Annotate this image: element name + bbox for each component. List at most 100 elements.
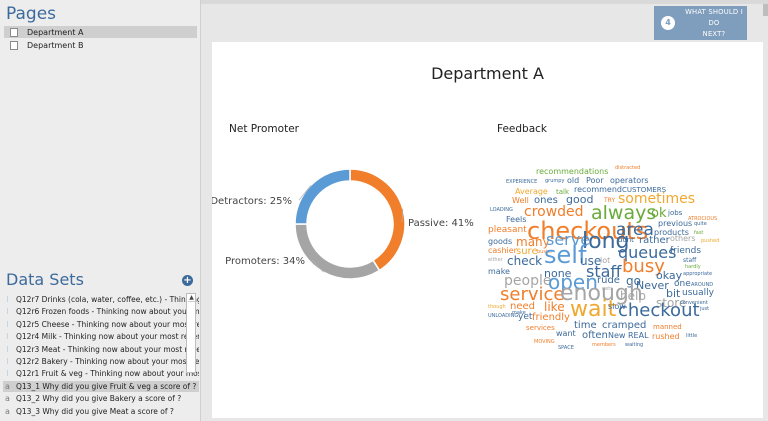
word-cloud-term: open (548, 270, 598, 294)
word-cloud-term: pushed (701, 238, 720, 244)
word-cloud-term: lot (600, 256, 611, 265)
word-cloud-term: dont (618, 236, 634, 244)
word-cloud-term: enough (560, 281, 643, 306)
dataset-item-label: Q12r3 Meat - Thinking now about your mos… (16, 344, 199, 354)
word-cloud-term: jobs (668, 209, 683, 217)
dataset-item-label: Q12r7 Drinks (cola, water, coffee, etc.)… (16, 295, 199, 304)
feedback-word-cloud: recommendations distracted EXPERIENCE grump… (488, 166, 748, 351)
dataset-list: ⁝ Q12r7 Drinks (cola, water, coffee, etc.… (3, 294, 199, 418)
word-cloud-term: help (620, 289, 646, 303)
word-cloud-term: others (670, 234, 696, 243)
word-cloud-term: Average (515, 187, 548, 196)
dataset-item[interactable]: a Q13_3 Why did you give Meat a score of … (3, 406, 199, 417)
word-cloud-term: ok (651, 206, 667, 221)
dataset-item-label: Q12r6 Frozen foods - Thinking now about … (16, 307, 199, 317)
text-variable-icon: a (5, 394, 10, 404)
word-cloud-term: grumpy (545, 178, 565, 184)
dataset-item[interactable]: ⁝ Q12r1 Fruit & veg - Thinking now about … (3, 368, 199, 379)
word-cloud-term: ones (534, 195, 558, 206)
word-cloud-term: products (654, 228, 689, 237)
word-cloud-term: cramped (602, 320, 647, 331)
text-variable-icon: a (5, 406, 10, 416)
variable-icon: ⁝ (6, 307, 9, 317)
dataset-scrollbar[interactable]: ▲ (186, 293, 196, 373)
donut-slice-passive (349, 168, 406, 272)
variable-icon: ⁝ (6, 369, 9, 379)
word-cloud-term: service (500, 284, 565, 305)
word-cloud-term: previous (658, 219, 693, 228)
word-cloud-term: none (544, 267, 572, 280)
word-cloud-term: ATROCIOUS (688, 216, 718, 222)
word-cloud-term: use (580, 254, 602, 268)
word-cloud-term: appropriate (683, 271, 713, 277)
word-cloud-term: busier (537, 249, 553, 255)
word-cloud-term: staff (683, 257, 697, 264)
word-cloud-term: checkout (618, 300, 700, 321)
dataset-item[interactable]: ⁝ Q12r4 Milk - Thinking now about your mo… (3, 331, 199, 342)
word-cloud-term: checkouts (527, 217, 649, 245)
word-cloud-term: sometimes (618, 191, 696, 207)
word-cloud-term: slow (608, 302, 626, 311)
word-cloud-term: go (626, 274, 641, 288)
page-item-department-a[interactable]: Department A (4, 26, 197, 38)
word-cloud-term: serve (546, 230, 591, 249)
word-cloud-term: need (510, 301, 535, 312)
word-cloud-term: rather (639, 235, 670, 246)
dataset-item[interactable]: a Q13_2 Why did you give Bakery a score o… (3, 393, 199, 404)
corner-marker (763, 4, 768, 16)
donut-leader-line (298, 184, 312, 201)
dataset-item-label: Q13_3 Why did you give Meat a score of ? (16, 406, 174, 416)
word-cloud-term: make (488, 267, 510, 276)
dataset-item[interactable]: ⁝ Q12r6 Frozen foods - Thinking now about… (3, 306, 199, 317)
dataset-item-label: Q12r4 Milk - Thinking now about your mos… (16, 332, 199, 342)
word-cloud-term: little (686, 333, 698, 339)
word-cloud-term: EXPERIENCE (506, 179, 538, 185)
page-item-department-b[interactable]: Department B (4, 39, 197, 51)
donut-label-passive: Passive: 41% (408, 218, 474, 229)
text-variable-icon: a (5, 381, 10, 391)
donut-slice-promoters (294, 223, 381, 280)
word-cloud-term: people (504, 273, 552, 289)
word-cloud-term: pleasant (488, 225, 527, 235)
word-cloud-term: old (567, 176, 580, 185)
word-cloud-term: crowded (524, 204, 584, 220)
word-cloud-term: AROUND (691, 282, 714, 288)
page-icon (10, 27, 18, 37)
donut-leader-line (311, 259, 324, 273)
page-item-label: Department B (27, 40, 84, 50)
top-toolbar-strip (0, 0, 768, 4)
word-cloud-term: make (512, 310, 526, 316)
scroll-up-icon[interactable]: ▲ (188, 294, 195, 302)
word-cloud-term: manned (653, 323, 682, 331)
dataset-item-label: Q13_2 Why did you give Bakery a score of… (16, 394, 182, 404)
word-cloud-term: fast (694, 230, 704, 236)
dataset-item-label: Q12r1 Fruit & veg - Thinking now about y… (16, 369, 199, 379)
add-dataset-icon[interactable]: + (182, 275, 193, 286)
word-cloud-term: Well (512, 196, 529, 205)
word-cloud-term: Never (636, 279, 669, 292)
word-cloud-term: convenient (680, 300, 708, 306)
word-cloud-term: either (488, 257, 503, 263)
word-cloud-term: usually (682, 288, 714, 298)
variable-icon: ⁝ (6, 295, 9, 304)
word-cloud-term: yet (518, 312, 533, 322)
dataset-item-selected[interactable]: a Q13_1 Why did you give Fruit & veg a sc… (3, 380, 199, 392)
what-next-button[interactable]: 4 WHAT SHOULD I DO NEXT? (654, 6, 747, 40)
what-next-line1: WHAT SHOULD I DO (685, 7, 743, 27)
word-cloud-term: UNLOADING (488, 313, 519, 319)
feedback-title: Feedback (497, 123, 548, 135)
donut-label-detractors: Detractors: 25% (212, 196, 292, 207)
dataset-item[interactable]: ⁝ Q12r3 Meat - Thinking now about your mo… (3, 344, 199, 355)
word-cloud-term: staff (586, 262, 622, 281)
dataset-item[interactable]: ⁝ Q12r7 Drinks (cola, water, coffee, etc.… (3, 294, 199, 305)
dataset-item[interactable]: ⁝ Q12r5 Cheese - Thinking now about your … (3, 319, 199, 330)
word-cloud-term: New (608, 331, 626, 340)
dataset-item-label: Q12r2 Bakery - Thinking now about your m… (16, 356, 199, 366)
page-icon (10, 40, 18, 50)
word-cloud-term: check (507, 254, 543, 268)
dataset-item-label: Q13_1 Why did you give Fruit & veg a sco… (16, 381, 197, 391)
word-cloud-term: rude (597, 275, 620, 286)
word-cloud-term: queues (618, 243, 677, 262)
dataset-item[interactable]: ⁝ Q12r2 Bakery - Thinking now about your … (3, 356, 199, 367)
word-cloud-term: REAL (628, 331, 649, 340)
